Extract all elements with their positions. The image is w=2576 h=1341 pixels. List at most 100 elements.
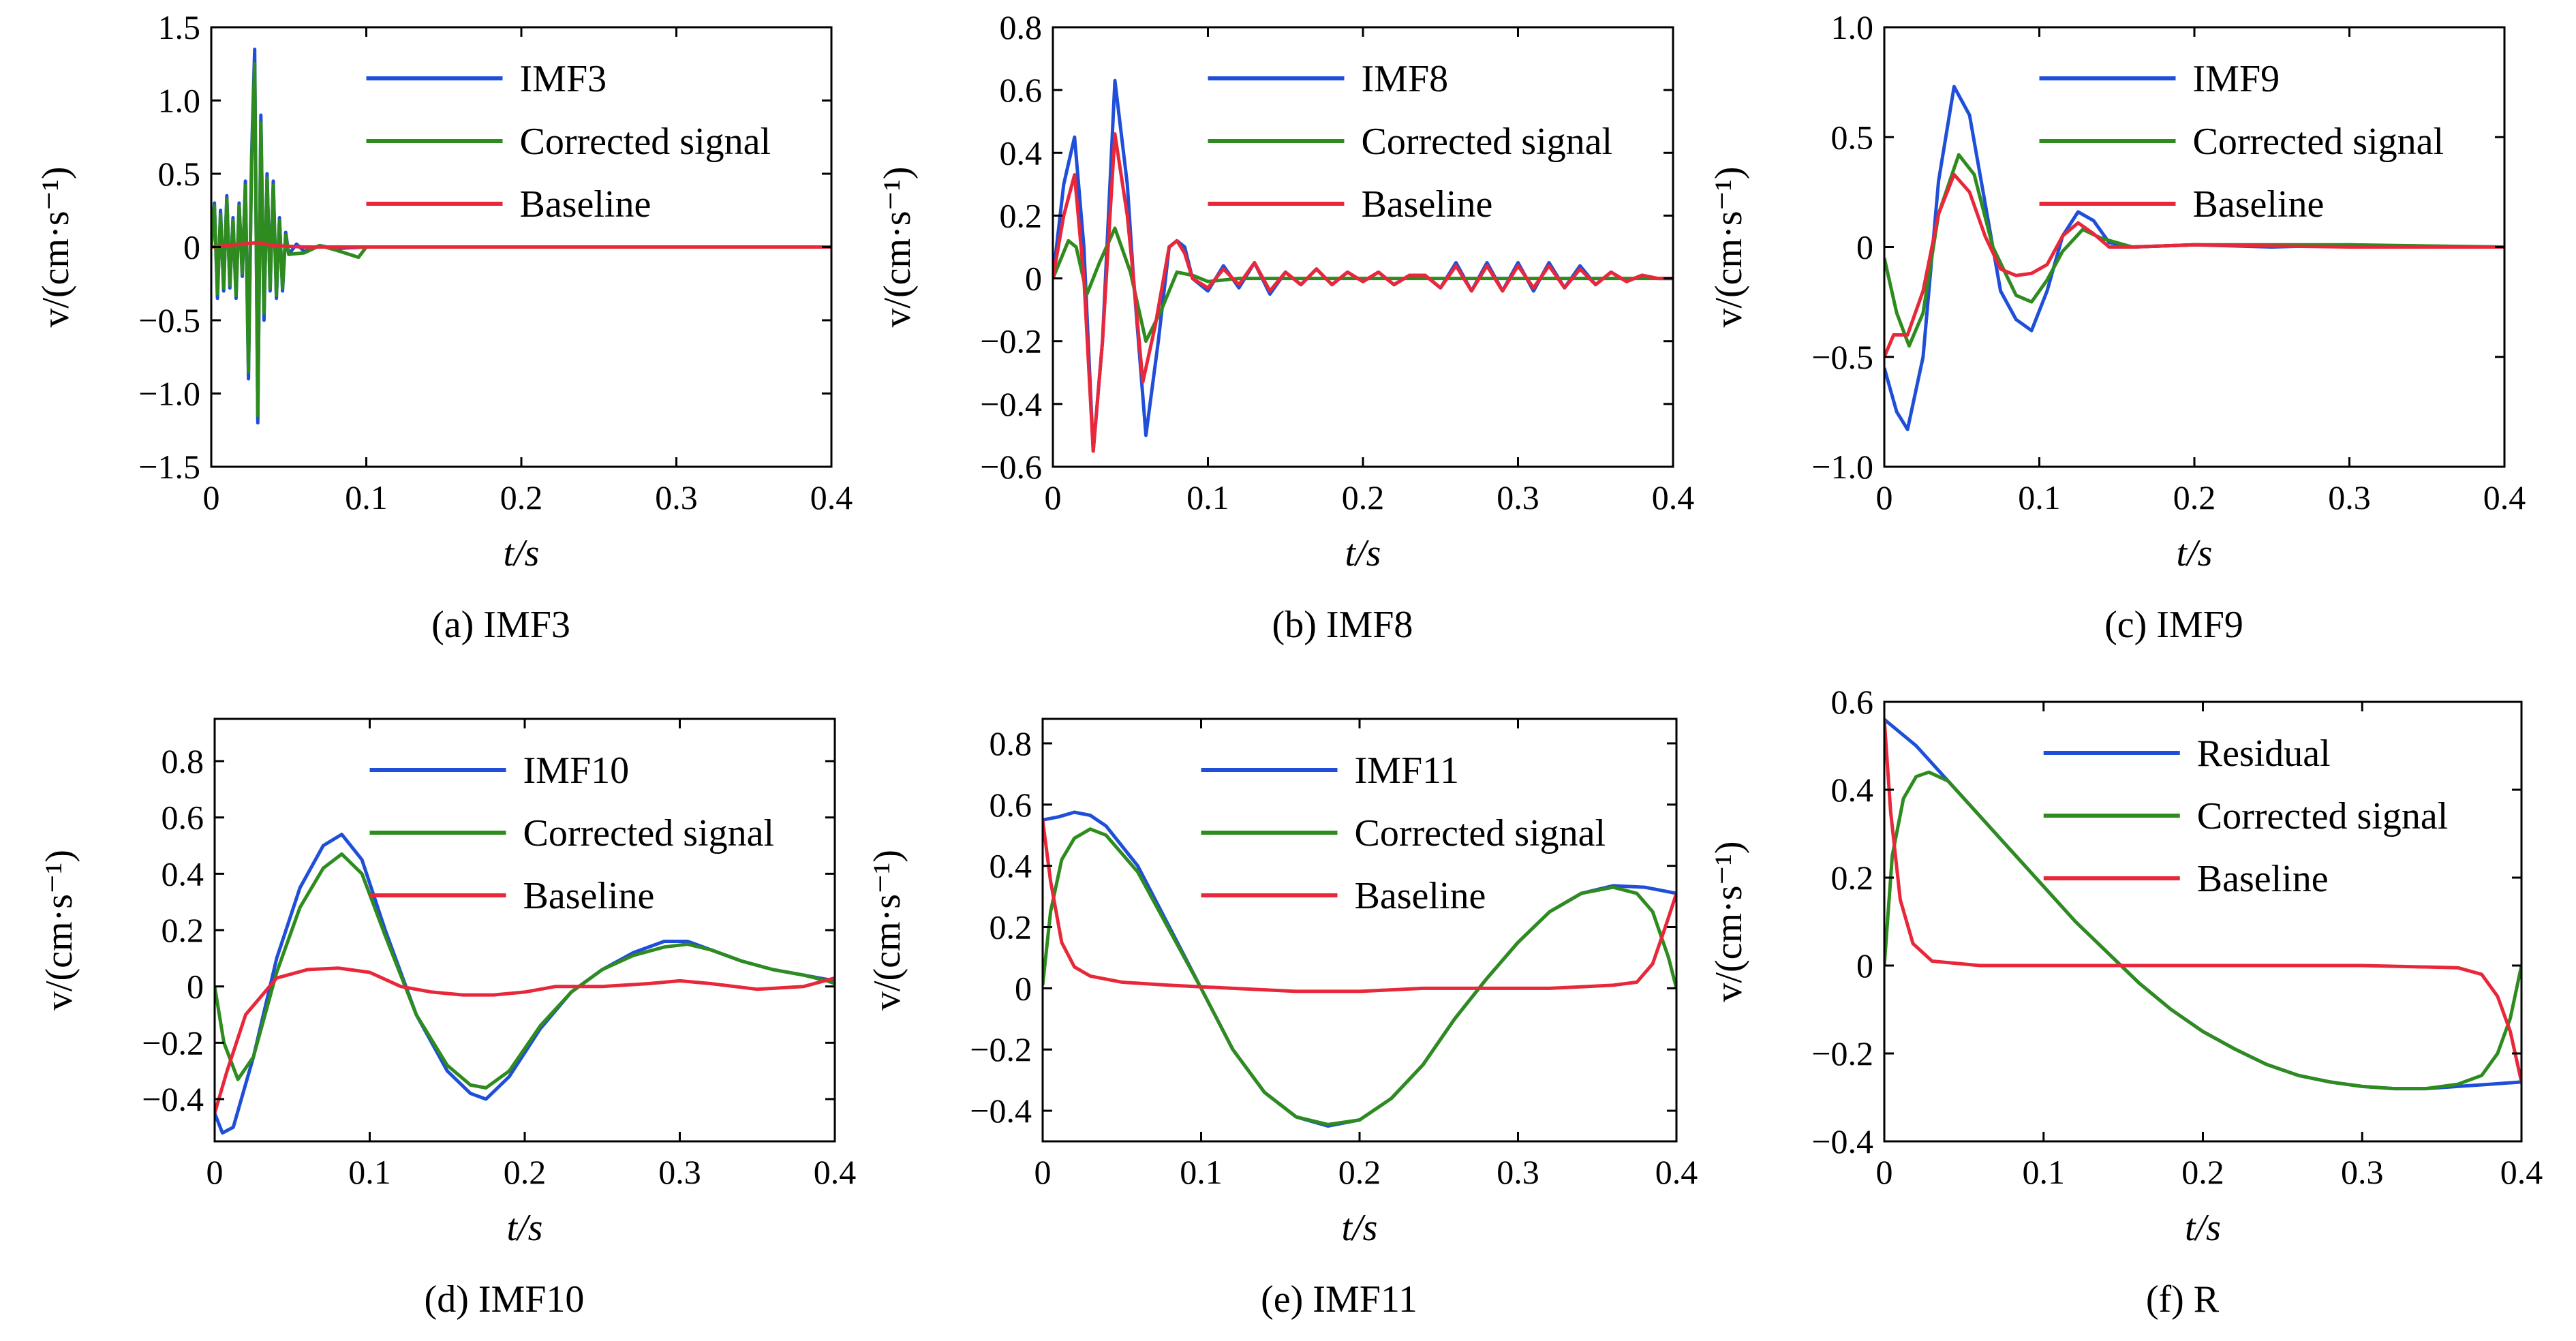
panel-caption: (c) IMF9 bbox=[2104, 604, 2243, 646]
series-line-3 bbox=[1884, 172, 2504, 358]
panel-6: 0 0.1 0.2 0.3 0.4 −0.4 −0.2 0 0.2 0.4 0.6 t/s v/(cm·… bbox=[1708, 683, 2543, 1321]
x-tick-label: 0.2 bbox=[1342, 478, 1385, 517]
y-tick-label: 1.5 bbox=[158, 8, 201, 46]
legend-entry: Corrected signal bbox=[1355, 812, 1606, 854]
series-line-2 bbox=[1053, 226, 1673, 343]
y-tick-label: 0 bbox=[1025, 260, 1042, 298]
series-line-2 bbox=[1884, 770, 2521, 1091]
x-tick-label: 0.1 bbox=[2023, 1153, 2066, 1191]
y-tick-label: 1.0 bbox=[158, 82, 201, 120]
y-axis-label: v/(cm·s⁻¹) bbox=[876, 166, 919, 327]
x-tick-label: 0.4 bbox=[2500, 1153, 2543, 1191]
y-tick-label: 0.6 bbox=[162, 799, 204, 837]
y-tick-label: −0.5 bbox=[1811, 338, 1873, 376]
legend-entry: Baseline bbox=[1362, 183, 1493, 226]
x-tick-label: 0.4 bbox=[2483, 478, 2526, 517]
y-axis-label: v/(cm·s⁻¹) bbox=[35, 166, 77, 327]
x-tick-label: 0.2 bbox=[2181, 1153, 2224, 1191]
y-tick-label: −0.5 bbox=[138, 301, 200, 339]
y-tick-label: −0.6 bbox=[980, 448, 1042, 486]
y-tick-label: 0.4 bbox=[1831, 771, 1874, 809]
x-tick-label: 0 bbox=[1045, 478, 1062, 517]
y-tick-label: 0.4 bbox=[990, 847, 1032, 885]
legend-entry: IMF9 bbox=[2193, 58, 2280, 100]
legend-entry: IMF3 bbox=[520, 58, 607, 100]
x-tick-label: 0.1 bbox=[1186, 478, 1229, 517]
y-tick-label: −0.4 bbox=[142, 1080, 204, 1118]
legend-entry: Baseline bbox=[1355, 875, 1486, 917]
y-tick-label: 0.6 bbox=[1000, 71, 1043, 109]
x-tick-label: 0.2 bbox=[504, 1153, 547, 1191]
panel-caption: (b) IMF8 bbox=[1272, 604, 1413, 646]
y-tick-label: 0.2 bbox=[990, 908, 1032, 946]
y-tick-label: 0 bbox=[1856, 228, 1873, 266]
x-axis-label: t/s bbox=[1342, 1207, 1378, 1249]
series-line-3 bbox=[1043, 819, 1676, 993]
x-tick-label: 0 bbox=[1876, 1153, 1893, 1191]
y-tick-label: 0.6 bbox=[1831, 683, 1874, 721]
y-axis-label: v/(cm·s⁻¹) bbox=[1708, 841, 1750, 1002]
y-tick-label: 0 bbox=[1015, 969, 1032, 1007]
series-line-1 bbox=[1043, 810, 1676, 1128]
x-tick-label: 0.4 bbox=[1652, 478, 1695, 517]
series-line-3 bbox=[1053, 132, 1673, 453]
legend-entry: Corrected signal bbox=[2197, 795, 2449, 837]
panel-2: 0 0.1 0.2 0.3 0.4 −0.6 −0.4 −0.2 0 0.2 0.4 0.6 0.8 t/… bbox=[876, 8, 1694, 646]
y-tick-label: −0.2 bbox=[970, 1030, 1032, 1068]
x-tick-label: 0.4 bbox=[814, 1153, 857, 1191]
series-line-2 bbox=[215, 852, 835, 1090]
panel-5: 0 0.1 0.2 0.3 0.4 −0.4 −0.2 0 0.2 0.4 0.6 0.8 t/s v/(… bbox=[866, 718, 1698, 1321]
x-tick-label: 0.3 bbox=[658, 1153, 701, 1191]
y-tick-label: 0 bbox=[187, 968, 204, 1006]
y-tick-label: 0.8 bbox=[990, 724, 1032, 762]
y-tick-label: 0.8 bbox=[162, 742, 204, 780]
x-tick-label: 0.1 bbox=[2018, 478, 2061, 517]
y-tick-label: 0.4 bbox=[1000, 134, 1043, 172]
legend-entry: Baseline bbox=[2193, 183, 2325, 226]
x-tick-label: 0.1 bbox=[1180, 1153, 1223, 1191]
y-tick-label: −0.2 bbox=[1811, 1034, 1873, 1073]
x-tick-label: 0.3 bbox=[1497, 1153, 1539, 1191]
y-axis-label: v/(cm·s⁻¹) bbox=[866, 850, 908, 1011]
y-tick-label: −0.4 bbox=[980, 385, 1042, 423]
y-tick-label: 0.5 bbox=[158, 155, 201, 193]
legend-entry: Corrected signal bbox=[2193, 121, 2444, 163]
x-tick-label: 0.4 bbox=[1655, 1153, 1698, 1191]
y-tick-label: −0.4 bbox=[970, 1092, 1032, 1130]
x-tick-label: 0.3 bbox=[2341, 1153, 2384, 1191]
y-tick-label: 0.5 bbox=[1831, 118, 1874, 156]
x-tick-label: 0.2 bbox=[2173, 478, 2216, 517]
x-axis-label: t/s bbox=[507, 1207, 543, 1249]
panel-caption: (f) R bbox=[2146, 1278, 2220, 1321]
series-line-1 bbox=[211, 47, 831, 425]
y-tick-label: 0.8 bbox=[1000, 8, 1043, 46]
legend-entry: Baseline bbox=[520, 183, 651, 226]
series-line-2 bbox=[1043, 827, 1676, 1126]
panel-caption: (d) IMF10 bbox=[425, 1278, 585, 1321]
x-axis-label: t/s bbox=[2177, 532, 2213, 574]
x-tick-label: 0.3 bbox=[1497, 478, 1539, 517]
y-tick-label: 0.2 bbox=[1831, 859, 1874, 897]
series-line-2 bbox=[211, 62, 831, 418]
y-axis-label: v/(cm·s⁻¹) bbox=[38, 850, 80, 1011]
x-tick-label: 0.2 bbox=[500, 478, 543, 517]
y-tick-label: 0 bbox=[183, 228, 200, 266]
series-line-3 bbox=[1884, 719, 2521, 1083]
legend-entry: Corrected signal bbox=[520, 121, 771, 163]
x-tick-label: 0.1 bbox=[345, 478, 388, 517]
x-axis-label: t/s bbox=[1345, 532, 1381, 574]
panel-caption: (a) IMF3 bbox=[431, 604, 570, 646]
x-tick-label: 0.3 bbox=[655, 478, 698, 517]
legend-entry: IMF8 bbox=[1362, 58, 1449, 100]
y-tick-label: −1.0 bbox=[1811, 448, 1873, 486]
y-tick-label: 0.6 bbox=[990, 786, 1032, 824]
legend-entry: IMF10 bbox=[523, 750, 630, 792]
panel-3: 0 0.1 0.2 0.3 0.4 −1.0 −0.5 0 0.5 1.0 t/s v/(cm·s⁻¹… bbox=[1708, 8, 2526, 646]
legend-entry: Corrected signal bbox=[1362, 121, 1613, 163]
y-axis-label: v/(cm·s⁻¹) bbox=[1708, 166, 1750, 327]
legend-entry: Residual bbox=[2197, 733, 2331, 775]
y-tick-label: 1.0 bbox=[1831, 8, 1874, 46]
legend-entry: Corrected signal bbox=[523, 812, 775, 854]
series-line-3 bbox=[211, 241, 831, 249]
